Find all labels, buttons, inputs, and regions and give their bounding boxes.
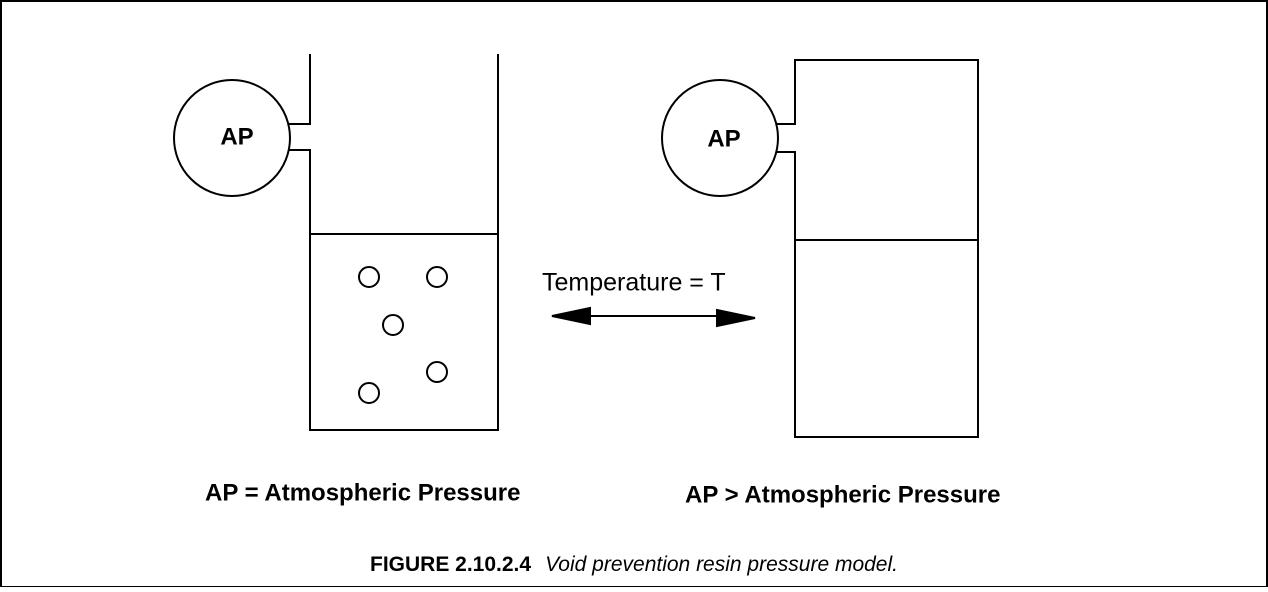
arrow-head [551,306,591,326]
container [776,59,979,438]
figure-caption: FIGURE 2.10.2.4 Void prevention resin pre… [370,553,898,576]
caption: AP = Atmospheric Pressure [205,479,520,506]
gauge-label: AP [707,125,740,152]
arrow-label: Temperature = T [542,269,726,297]
gauge [173,79,291,197]
arrow-head [716,308,756,328]
caption: AP > Atmospheric Pressure [685,481,1000,508]
figure-number: FIGURE 2.10.2.4 [370,553,531,576]
voids [358,266,448,404]
gauge [661,79,779,197]
gauge-label: AP [220,123,253,150]
container [288,54,499,431]
figure-text: Void prevention resin pressure model. [545,553,898,576]
